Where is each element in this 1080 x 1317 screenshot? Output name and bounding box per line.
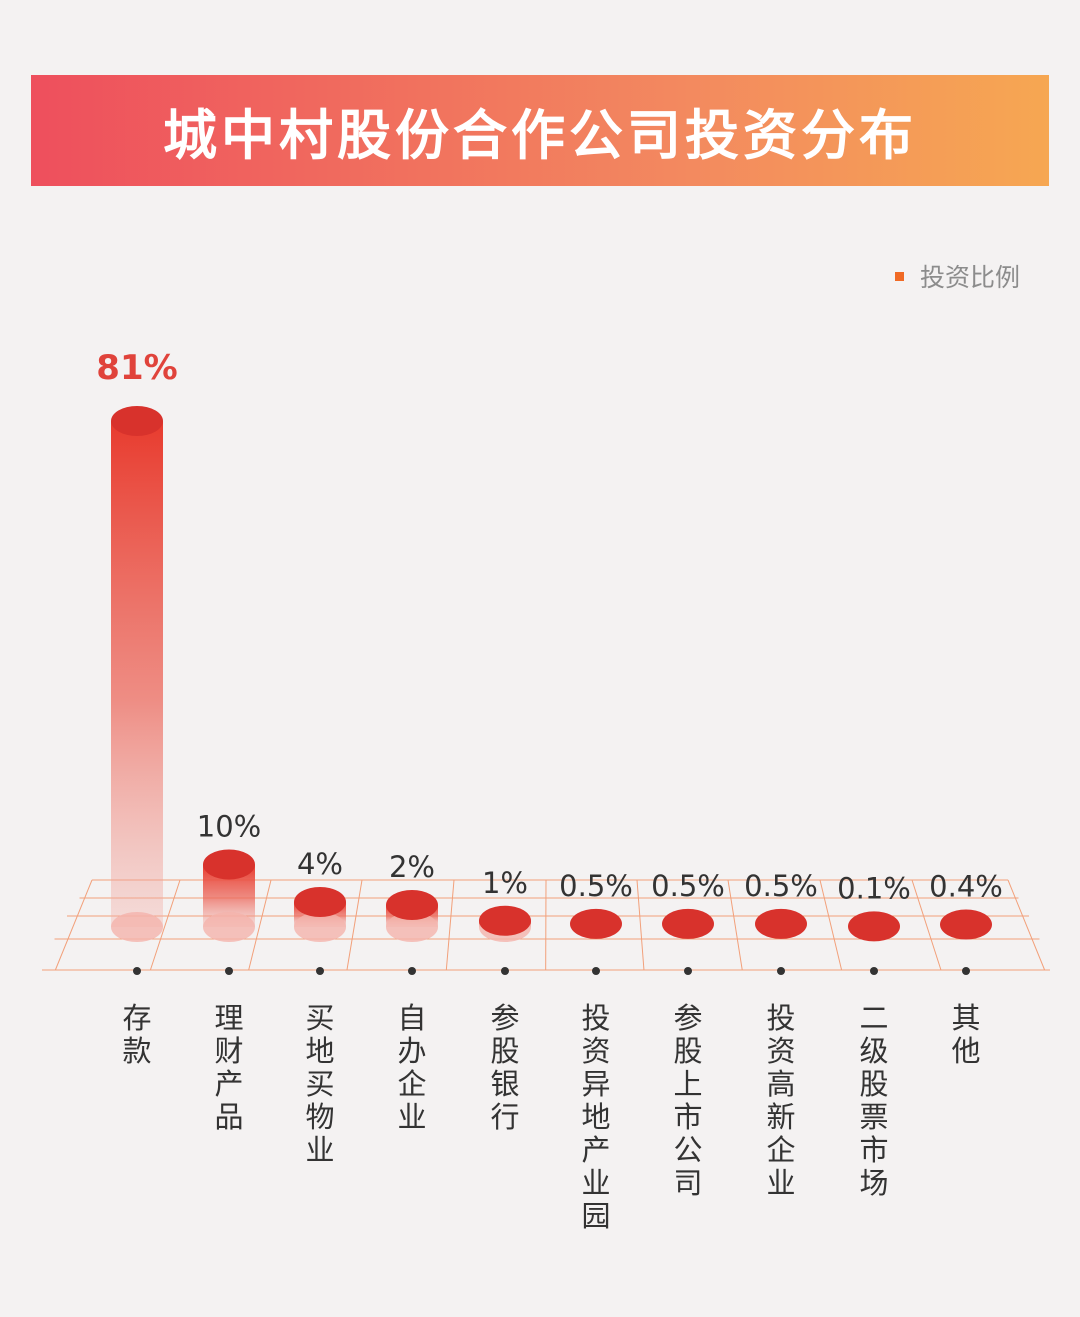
bar-top: [111, 406, 163, 436]
category-label: 存款: [122, 1001, 151, 1068]
value-label: 1%: [482, 866, 528, 900]
value-label: 0.4%: [929, 870, 1003, 904]
value-label: 10%: [197, 810, 261, 844]
bar: [755, 908, 807, 939]
grid-line-v: [445, 879, 455, 971]
bar: [662, 908, 714, 939]
bar-top: [848, 911, 900, 942]
category-label: 自办企业: [397, 1001, 426, 1134]
bar-top: [203, 849, 255, 880]
bar-body: [111, 421, 163, 927]
category-label: 二级股票市场: [859, 1001, 888, 1200]
grid-line-v: [248, 879, 272, 971]
grid-line-v: [636, 879, 645, 971]
legend-swatch: [894, 271, 904, 281]
bar-base: [386, 912, 438, 942]
value-label: 0.5%: [559, 869, 633, 903]
bar: [386, 890, 438, 942]
bar-top: [294, 887, 346, 918]
bars: [111, 406, 992, 942]
grid-line-v: [911, 879, 942, 971]
grid-line-v: [149, 879, 181, 971]
grid-line-v: [819, 879, 843, 971]
category-label: 投资异地产业园: [581, 1001, 610, 1233]
bar: [294, 887, 346, 942]
bar-top: [479, 905, 531, 936]
value-label: 0.5%: [651, 869, 725, 903]
bar-top: [386, 890, 438, 920]
category-label: 投资高新企业: [766, 1001, 795, 1200]
chart-title: 城中村股份合作公司投资分布: [163, 104, 917, 167]
bar-top: [570, 908, 622, 939]
category-dot: [225, 967, 233, 975]
bar-base: [111, 912, 163, 942]
bar-base: [203, 912, 255, 942]
value-label: 0.1%: [837, 871, 911, 905]
bar: [570, 908, 622, 939]
category-label: 理财产品: [214, 1001, 243, 1134]
value-labels: 81% 10% 4% 2% 1% 0.5% 0.5% 0.5% 0.1% 0.4%: [96, 348, 1003, 905]
bar: [479, 905, 531, 942]
category-dot: [592, 967, 600, 975]
category-dot: [962, 967, 970, 975]
category-labels: 存款 理财产品 买地买物业 自办企业 参股银行 投资异地产业园 参股上市公司 投资高新企业 二级…: [122, 967, 981, 1233]
category-dot: [133, 967, 141, 975]
bar: [848, 911, 900, 942]
value-label: 0.5%: [744, 869, 818, 903]
grid-line-v: [54, 879, 93, 971]
legend-label: 投资比例: [919, 263, 1020, 292]
grid-line-v: [1007, 879, 1046, 971]
category-label: 其他: [951, 1001, 980, 1068]
bar-base: [294, 912, 346, 942]
bar: [203, 849, 255, 942]
category-dot: [684, 967, 692, 975]
category-dot: [316, 967, 324, 975]
category-label: 买地买物业: [305, 1001, 334, 1167]
bar: [940, 909, 992, 940]
category-label: 参股上市公司: [673, 1001, 702, 1200]
bar-top: [940, 909, 992, 940]
bar-top: [755, 908, 807, 939]
bar: [111, 406, 163, 942]
value-label: 81%: [96, 348, 177, 388]
bar-top: [662, 908, 714, 939]
value-label: 2%: [389, 850, 435, 884]
category-dot: [501, 967, 509, 975]
category-dot: [408, 967, 416, 975]
title-banner: 城中村股份合作公司投资分布: [31, 75, 1049, 186]
legend: 投资比例: [894, 258, 1020, 294]
value-label: 4%: [297, 847, 343, 881]
category-dot: [870, 967, 878, 975]
grid-line-v: [346, 879, 363, 971]
category-label: 参股银行: [490, 1001, 519, 1134]
grid-line-v: [727, 879, 743, 971]
category-dot: [777, 967, 785, 975]
